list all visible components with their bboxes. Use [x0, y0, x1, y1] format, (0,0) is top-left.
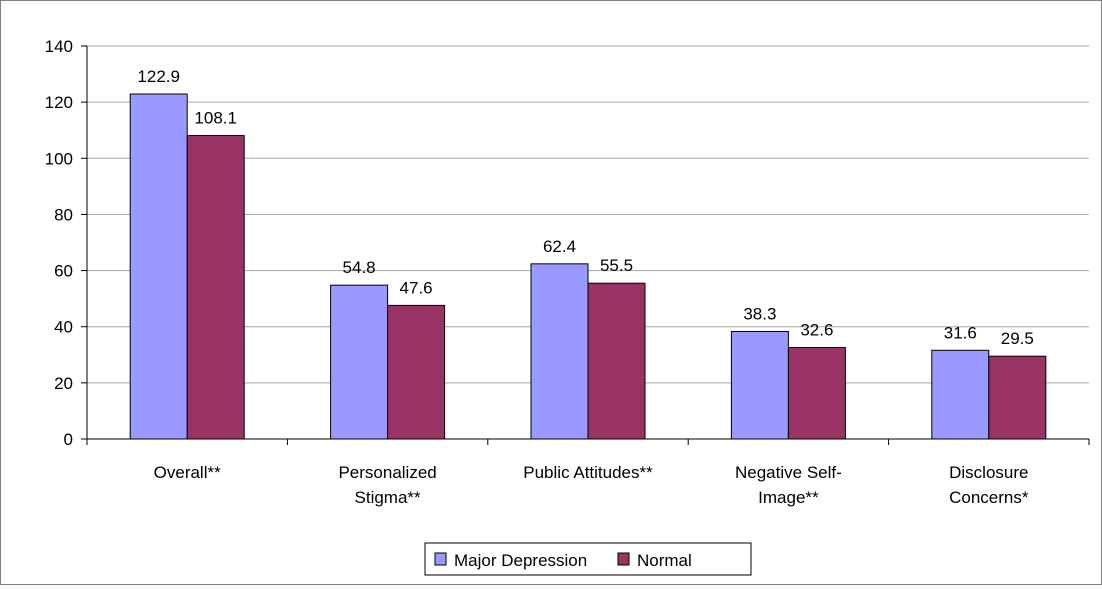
data-label: 47.6	[400, 278, 433, 297]
bar-normal	[387, 304, 446, 440]
data-label: 29.5	[1001, 329, 1034, 348]
bar-major-depression	[330, 284, 389, 440]
x-category-label: Personalized	[338, 463, 436, 482]
data-label: 122.9	[137, 67, 180, 86]
data-label: 55.5	[600, 256, 633, 275]
bar-major-depression	[931, 349, 990, 440]
legend-swatch-normal	[617, 552, 630, 566]
x-category-label: Disclosure	[949, 463, 1028, 482]
data-label: 62.4	[543, 237, 576, 256]
x-category-label: Overall**	[154, 463, 221, 482]
bar-normal	[186, 135, 245, 440]
bar-normal	[988, 355, 1047, 440]
x-category-label: Public Attitudes**	[523, 463, 653, 482]
x-category-label: Stigma**	[355, 488, 422, 507]
legend: Major Depression Normal	[424, 542, 752, 576]
y-tick-label: 140	[45, 37, 73, 56]
y-tick-label: 60	[54, 262, 73, 281]
data-label: 31.6	[944, 323, 977, 342]
bar-normal	[587, 282, 646, 440]
y-tick-label: 20	[54, 374, 73, 393]
y-tick-label: 0	[64, 430, 73, 449]
legend-label: Normal	[637, 551, 692, 570]
bar-major-depression	[129, 93, 188, 440]
x-category-label: Negative Self-	[735, 463, 842, 482]
data-label: 38.3	[743, 304, 776, 323]
data-label: 32.6	[800, 320, 833, 339]
y-tick-label: 120	[45, 93, 73, 112]
y-tick-label: 100	[45, 149, 73, 168]
data-labels: 122.9 108.1 54.8 47.6 62.4 55.5 38.3 32.6 31.6 29…	[137, 67, 1033, 348]
bar-major-depression	[730, 330, 789, 440]
axes: 0 20 40 60 80 100 120 140 Overall** Personalized S…	[45, 37, 1090, 507]
data-label: 108.1	[194, 109, 237, 128]
legend-swatch-major-depression	[434, 552, 447, 566]
bar-major-depression	[530, 263, 589, 440]
x-category-label: Concerns*	[949, 488, 1029, 507]
bar-normal	[787, 346, 846, 440]
bars	[129, 93, 1047, 440]
legend-label: Major Depression	[454, 551, 587, 570]
data-label: 54.8	[343, 258, 376, 277]
legend-box	[424, 542, 752, 576]
x-category-label: Image**	[758, 488, 819, 507]
y-tick-label: 40	[54, 318, 73, 337]
y-tick-label: 80	[54, 205, 73, 224]
